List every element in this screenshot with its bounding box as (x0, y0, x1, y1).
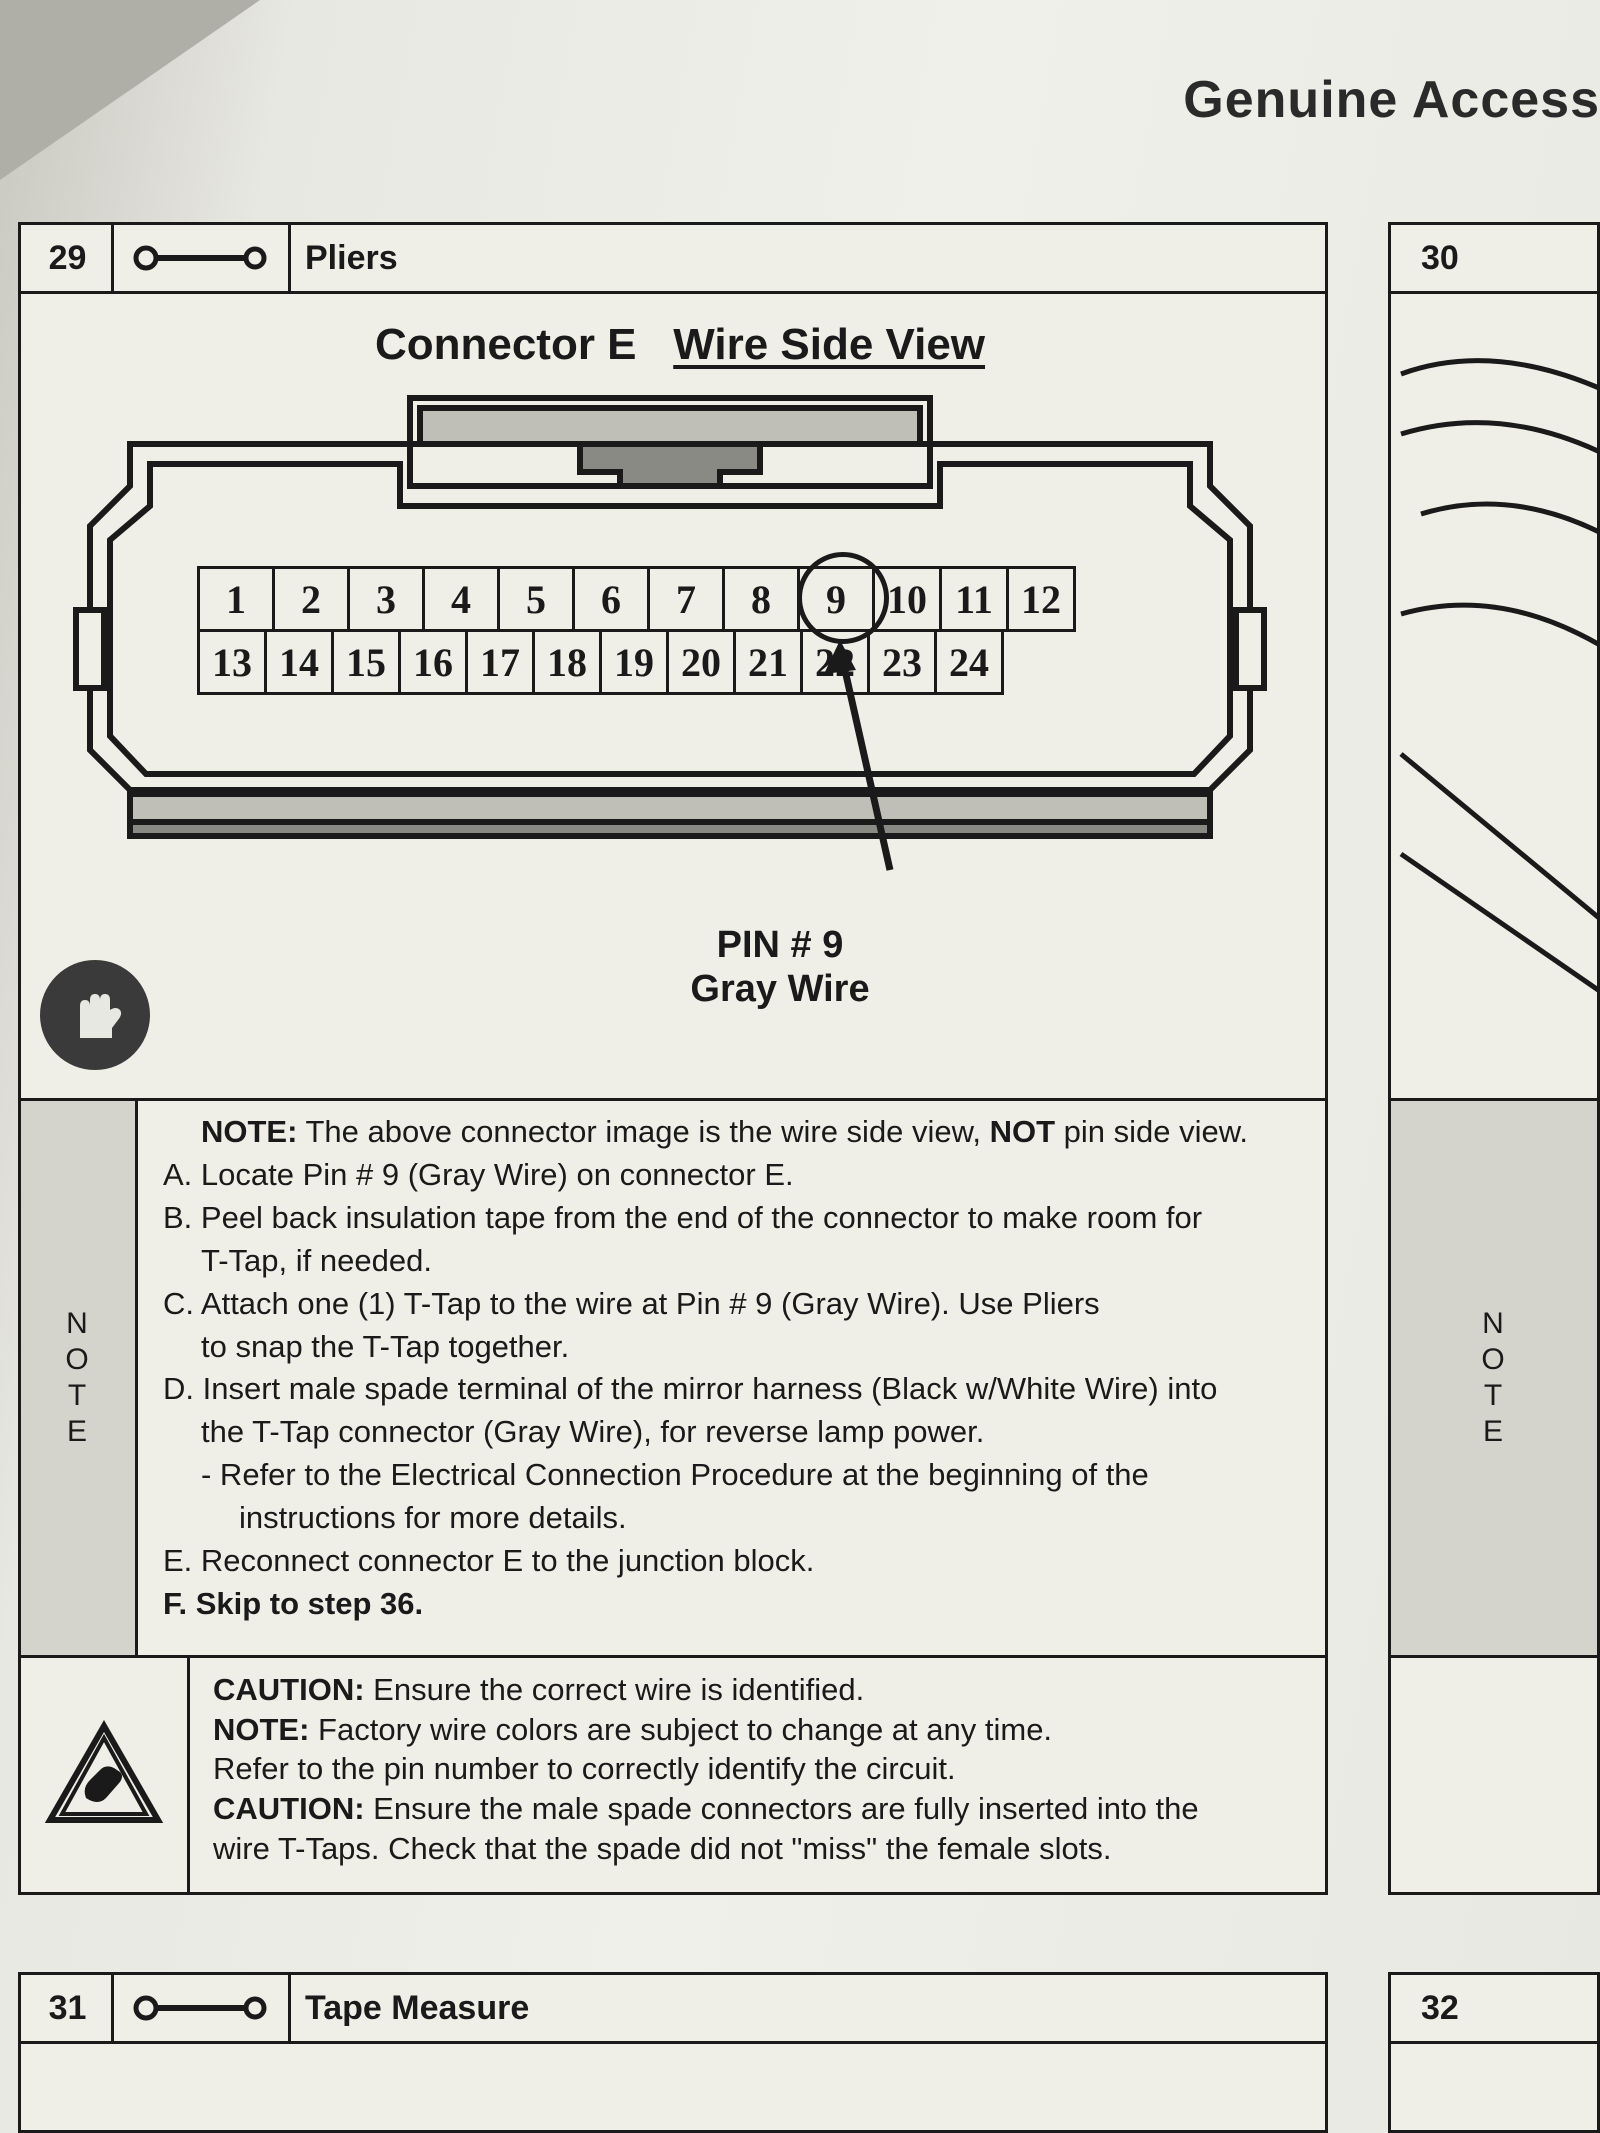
step-29-number-cell: 29 (18, 222, 114, 294)
pin-callout-text: PIN # 9 Gray Wire (620, 924, 940, 1011)
pin-9-highlight-circle (797, 552, 889, 644)
note-E: E. Reconnect connector E to the junction… (163, 1541, 1297, 1582)
pin-17: 17 (465, 629, 535, 695)
pin-16: 16 (398, 629, 468, 695)
pin-2: 2 (272, 566, 350, 632)
step-32-body-partial (1388, 2041, 1600, 2133)
step-30-number-cell: 30 (1388, 222, 1600, 294)
pin-7: 7 (647, 566, 725, 632)
noteR-T: T (1484, 1378, 1504, 1414)
pin-row-top: 123456789101112 (200, 566, 1076, 632)
caution-icon-cell (18, 1655, 190, 1895)
note-O: O (65, 1342, 90, 1378)
note-D1: D. Insert male spade terminal of the mir… (163, 1369, 1297, 1410)
pin-12: 12 (1006, 566, 1076, 632)
pin-5: 5 (497, 566, 575, 632)
note-lead-bold: NOTE: (201, 1114, 297, 1149)
note-side-label: N O T E (18, 1098, 138, 1658)
noteR-O: O (1481, 1342, 1506, 1378)
callout-line2: Gray Wire (690, 968, 869, 1010)
warning-triangle-icon (44, 1720, 164, 1830)
step-31-number: 31 (49, 1989, 87, 2028)
caution-right-partial (1388, 1655, 1600, 1895)
wrench-icon (131, 243, 271, 273)
note-C1: C. Attach one (1) T-Tap to the wire at P… (163, 1284, 1297, 1325)
note-text: NOTE: The above connector image is the w… (145, 1102, 1315, 1637)
step-30-diagram-partial (1388, 291, 1600, 1101)
note-lead-rest2: pin side view. (1055, 1114, 1248, 1149)
pin-18: 18 (532, 629, 602, 695)
pin-15: 15 (331, 629, 401, 695)
step-29-tool-label: Pliers (305, 239, 398, 278)
caution-text: CAUTION: Ensure the correct wire is iden… (197, 1662, 1317, 1876)
note-N: N (66, 1306, 90, 1342)
caution-t3: Ensure the male spade connectors are ful… (365, 1791, 1199, 1826)
caution-b0: CAUTION: (213, 1672, 365, 1707)
note-B2: T-Tap, if needed. (163, 1241, 1297, 1282)
step-31-number-cell: 31 (18, 1972, 114, 2044)
note-B1: B. Peel back insulation tape from the en… (163, 1198, 1297, 1239)
diagram-title-prefix: Connector E (375, 320, 637, 369)
callout-line1: PIN # 9 (717, 924, 844, 966)
step-31-tool-label: Tape Measure (305, 1989, 529, 2028)
step-31-tool-cell: Tape Measure (288, 1972, 1328, 2044)
step-29-tool-icon-cell (111, 222, 291, 294)
pin-14: 14 (264, 629, 334, 695)
page-fold (0, 0, 260, 180)
note-T: T (68, 1378, 88, 1414)
note-E: E (67, 1414, 89, 1450)
note-lead-bold2: NOT (990, 1114, 1055, 1149)
pin-24: 24 (934, 629, 1004, 695)
pin-3: 3 (347, 566, 425, 632)
caution-t2: Refer to the pin number to correctly ide… (213, 1751, 956, 1786)
callout-arrow (760, 640, 920, 900)
noteR-N: N (1482, 1306, 1506, 1342)
pin-1: 1 (197, 566, 275, 632)
pin-20: 20 (666, 629, 736, 695)
step-32-number: 32 (1421, 1989, 1459, 2028)
pin-8: 8 (722, 566, 800, 632)
diagram-title-underline: Wire Side View (673, 320, 985, 369)
pin-13: 13 (197, 629, 267, 695)
step-31-body-partial (18, 2041, 1328, 2133)
note-D4: instructions for more details. (163, 1498, 1297, 1539)
note-D2: the T-Tap connector (Gray Wire), for rev… (163, 1412, 1297, 1453)
pin-4: 4 (422, 566, 500, 632)
note-D3: - Refer to the Electrical Connection Pro… (163, 1455, 1297, 1496)
glove-icon (40, 960, 150, 1070)
header-brand: Genuine Access (1183, 70, 1600, 130)
diagram-title: Connector E Wire Side View (250, 320, 1110, 370)
step-32-number-cell: 32 (1388, 1972, 1600, 2044)
noteR-E: E (1483, 1414, 1505, 1450)
pin-6: 6 (572, 566, 650, 632)
partial-diagram-art (1391, 294, 1600, 1094)
step-30-number: 30 (1421, 239, 1459, 278)
step-31-tool-icon-cell (111, 1972, 291, 2044)
caution-t4: wire T-Taps. Check that the spade did no… (213, 1831, 1111, 1866)
caution-t0: Ensure the correct wire is identified. (365, 1672, 865, 1707)
pin-11: 11 (939, 566, 1009, 632)
step-29-tool-cell: Pliers (288, 222, 1328, 294)
note-C2: to snap the T-Tap together. (163, 1327, 1297, 1368)
note-A: A. Locate Pin # 9 (Gray Wire) on connect… (163, 1155, 1297, 1196)
pin-19: 19 (599, 629, 669, 695)
caution-b1: NOTE: (213, 1712, 309, 1747)
caution-b3: CAUTION: (213, 1791, 365, 1826)
step-29-number: 29 (49, 239, 87, 278)
wrench-icon (131, 1993, 271, 2023)
note-right-side-label: N O T E (1388, 1098, 1600, 1658)
note-F: F. Skip to step 36. (163, 1586, 423, 1621)
caution-t1: Factory wire colors are subject to chang… (309, 1712, 1052, 1747)
note-lead-rest: The above connector image is the wire si… (297, 1114, 989, 1149)
